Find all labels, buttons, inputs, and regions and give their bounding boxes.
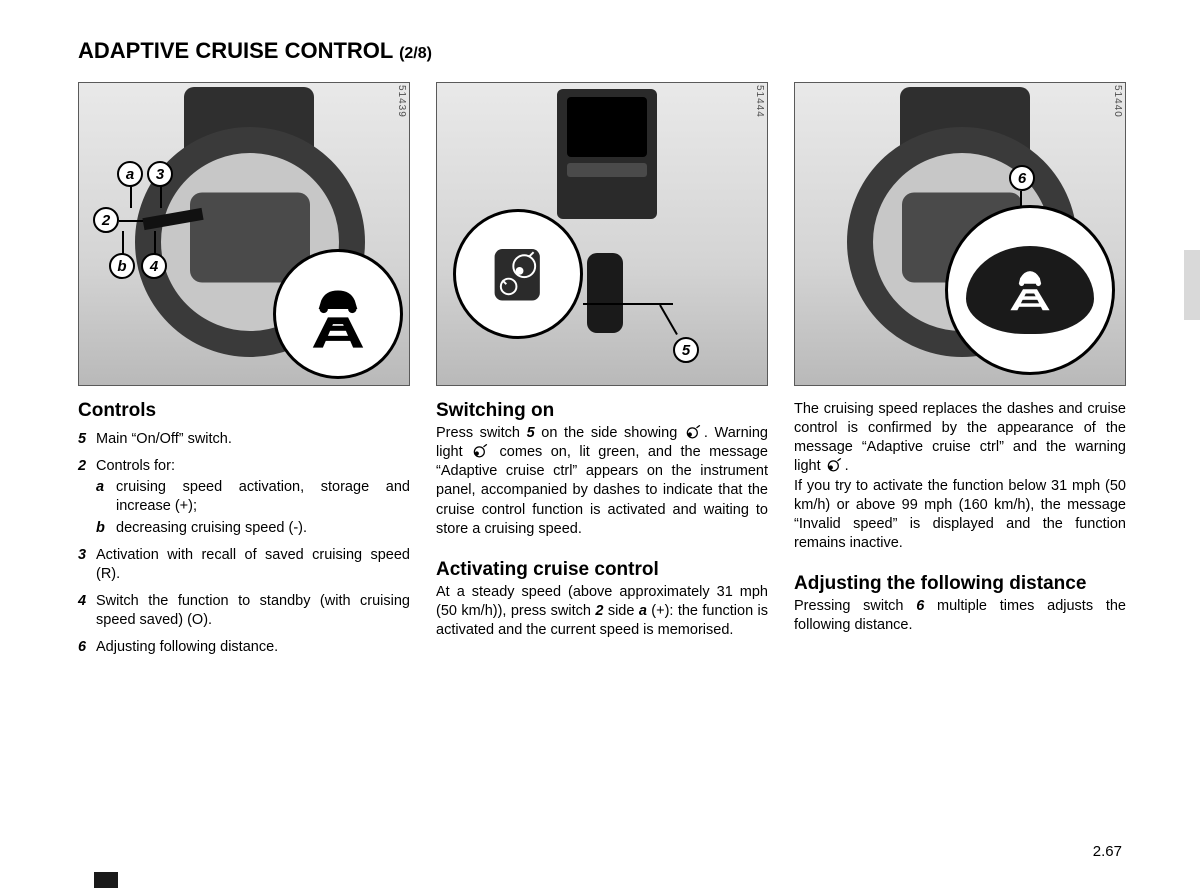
callout-5: 5 (673, 337, 699, 363)
following-distance-icon (995, 265, 1065, 315)
adjusting-text: Pressing switch 6 multiple times adjusts… (794, 597, 1126, 635)
adjusting-heading: Adjusting the following distance (794, 573, 1126, 595)
activating-text: At a steady speed (above approximately 3… (436, 583, 768, 640)
leader-line (119, 220, 143, 222)
footer-tab (94, 872, 118, 888)
switching-on-text: Press switch 5 on the side showing . War… (436, 424, 768, 539)
sub-text: decreasing cruising speed (-). (116, 519, 410, 538)
callout-b: b (109, 253, 135, 279)
t: Press switch (436, 425, 527, 441)
callout-3: 3 (147, 161, 173, 187)
figure-1-ref: 51439 (396, 85, 407, 118)
leader-line (154, 231, 156, 255)
item-num: 5 (78, 430, 96, 449)
item-text: Main “On/Off” switch. (96, 430, 410, 449)
list-item: 4Switch the function to standby (with cr… (78, 592, 410, 630)
switch-detail-circle (453, 209, 583, 339)
item-text: Switch the function to standby (with cru… (96, 592, 410, 630)
figure-3: 51440 6 (794, 82, 1126, 386)
callout-2: 2 (93, 207, 119, 233)
t: Pressing switch (794, 598, 916, 614)
cruise-warning-icon (825, 458, 845, 472)
switching-on-heading: Switching on (436, 400, 768, 422)
side-tab (1184, 250, 1200, 320)
column-2: 51444 5 Switching on P (436, 82, 768, 657)
t: a (639, 603, 647, 619)
cruise-warning-icon (471, 444, 491, 458)
page-number: 2.67 (1093, 843, 1122, 860)
item-num: 2 (78, 457, 96, 476)
leader-line (130, 186, 132, 208)
confirm-text: The cruising speed replaces the dashes a… (794, 400, 1126, 477)
figure-1: 51439 a 3 2 b 4 (78, 82, 410, 386)
figure-3-ref: 51440 (1112, 85, 1123, 118)
sub-item: acruising speed activation, storage and … (96, 478, 410, 516)
onoff-switch-icon (479, 235, 557, 313)
list-item: 6Adjusting following distance. (78, 638, 410, 657)
item-num: 4 (78, 592, 96, 630)
leader-line (122, 231, 124, 255)
figure-2-ref: 51444 (754, 85, 765, 118)
adaptive-cruise-icon (296, 272, 380, 356)
callout-4: 4 (141, 253, 167, 279)
activating-heading: Activating cruise control (436, 559, 768, 581)
page-indicator: (2/8) (399, 45, 432, 62)
callout-6: 6 (1009, 165, 1035, 191)
column-3: 51440 6 The cruising (794, 82, 1126, 657)
title-text: ADAPTIVE CRUISE CONTROL (78, 38, 393, 63)
callout-a: a (117, 161, 143, 187)
item-text: Controls for: (96, 457, 410, 476)
leader-line (659, 305, 678, 335)
list-item: 2Controls for: (78, 457, 410, 476)
list-item: 3Activation with recall of saved cruisin… (78, 546, 410, 584)
cruise-warning-icon (684, 425, 704, 439)
leader-line (160, 186, 162, 208)
content-columns: 51439 a 3 2 b 4 (78, 82, 1122, 657)
column-1: 51439 a 3 2 b 4 (78, 82, 410, 657)
figure-2: 51444 5 (436, 82, 768, 386)
item-text: Activation with recall of saved cruising… (96, 546, 410, 584)
sub-text: cruising speed activation, storage and i… (116, 478, 410, 516)
invalid-speed-text: If you try to activate the function belo… (794, 477, 1126, 554)
page-title: ADAPTIVE CRUISE CONTROL (2/8) (78, 38, 1122, 64)
controls-list: 5Main “On/Off” switch. 2Controls for: ac… (78, 430, 410, 657)
center-console (557, 89, 657, 219)
vent (567, 163, 647, 177)
distance-button-circle (945, 205, 1115, 375)
screen (567, 97, 647, 157)
t: side (603, 603, 638, 619)
distance-button (966, 246, 1094, 334)
t: 5 (527, 425, 535, 441)
adaptive-cruise-icon-circle (273, 249, 403, 379)
item-text: Adjusting following distance. (96, 638, 410, 657)
sub-letter: a (96, 478, 116, 516)
item-num: 6 (78, 638, 96, 657)
t: . (845, 458, 849, 474)
t: on the side showing (535, 425, 684, 441)
item-num: 3 (78, 546, 96, 584)
controls-heading: Controls (78, 400, 410, 422)
gear-shifter (587, 253, 623, 333)
sub-item: bdecreasing cruising speed (-). (96, 519, 410, 538)
list-item: 5Main “On/Off” switch. (78, 430, 410, 449)
sub-letter: b (96, 519, 116, 538)
